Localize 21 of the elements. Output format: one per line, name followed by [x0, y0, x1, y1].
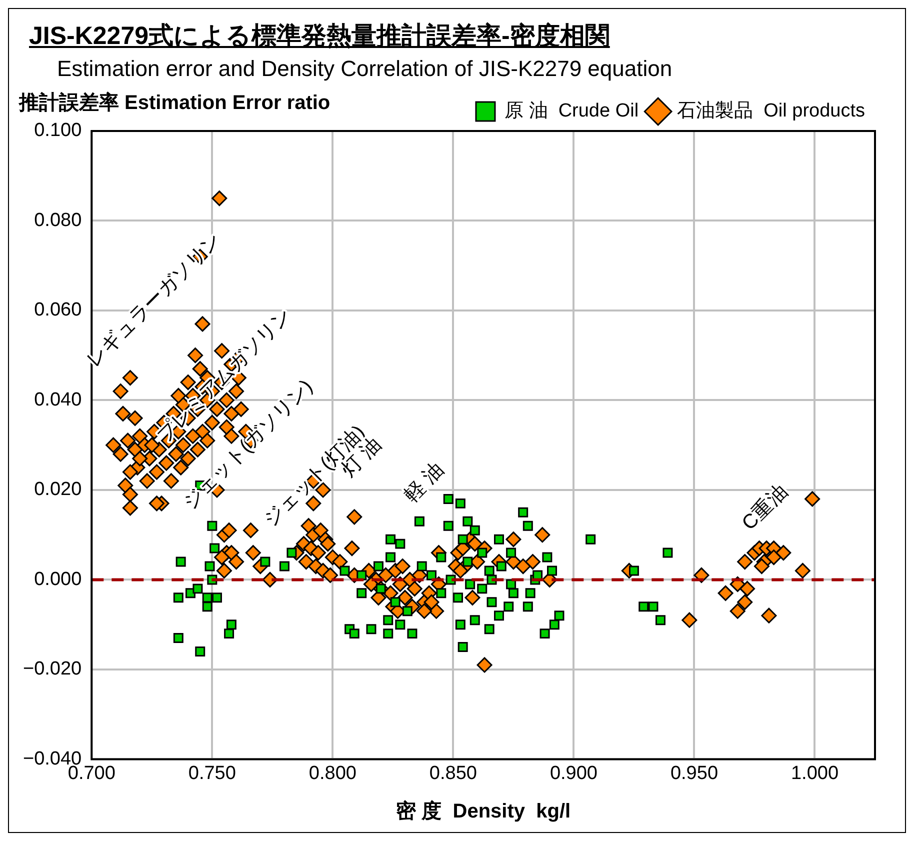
x-axis-title: 密 度 Density kg/l [396, 800, 571, 823]
y-tick-label: 0.060 [34, 300, 82, 321]
annotation: 軽 油 [400, 458, 448, 506]
x-tick-label: 0.800 [308, 762, 356, 784]
y-tick-label: 0.040 [34, 389, 82, 410]
chart-subtitle: Estimation error and Density Correlation of JIS-K2279 equation [56, 55, 674, 82]
y-tick-label: 0.000 [34, 568, 82, 590]
y-tick-label: 0.100 [34, 120, 82, 142]
x-tick-label: 0.850 [429, 762, 477, 784]
x-tick-label: 0.950 [670, 762, 718, 784]
legend-label: 原 油 Crude Oil [504, 100, 639, 122]
x-tick-label: 1.000 [790, 762, 839, 784]
y-tick-label: 0.080 [34, 210, 82, 231]
y-axis-title: 推計誤差率 Estimation Error ratio [19, 90, 330, 116]
y-tick-label: 0.020 [34, 479, 82, 500]
annotation: C重油 [738, 480, 792, 535]
chart-title: JIS-K2279式による標準発熱量推計誤差率-密度相関 [28, 21, 611, 52]
legend-label: 石油製品 Oil products [677, 100, 866, 122]
x-tick-label: 0.900 [550, 762, 598, 784]
x-tick-label: 0.750 [188, 762, 236, 784]
y-tick-label: −0.020 [22, 658, 82, 680]
